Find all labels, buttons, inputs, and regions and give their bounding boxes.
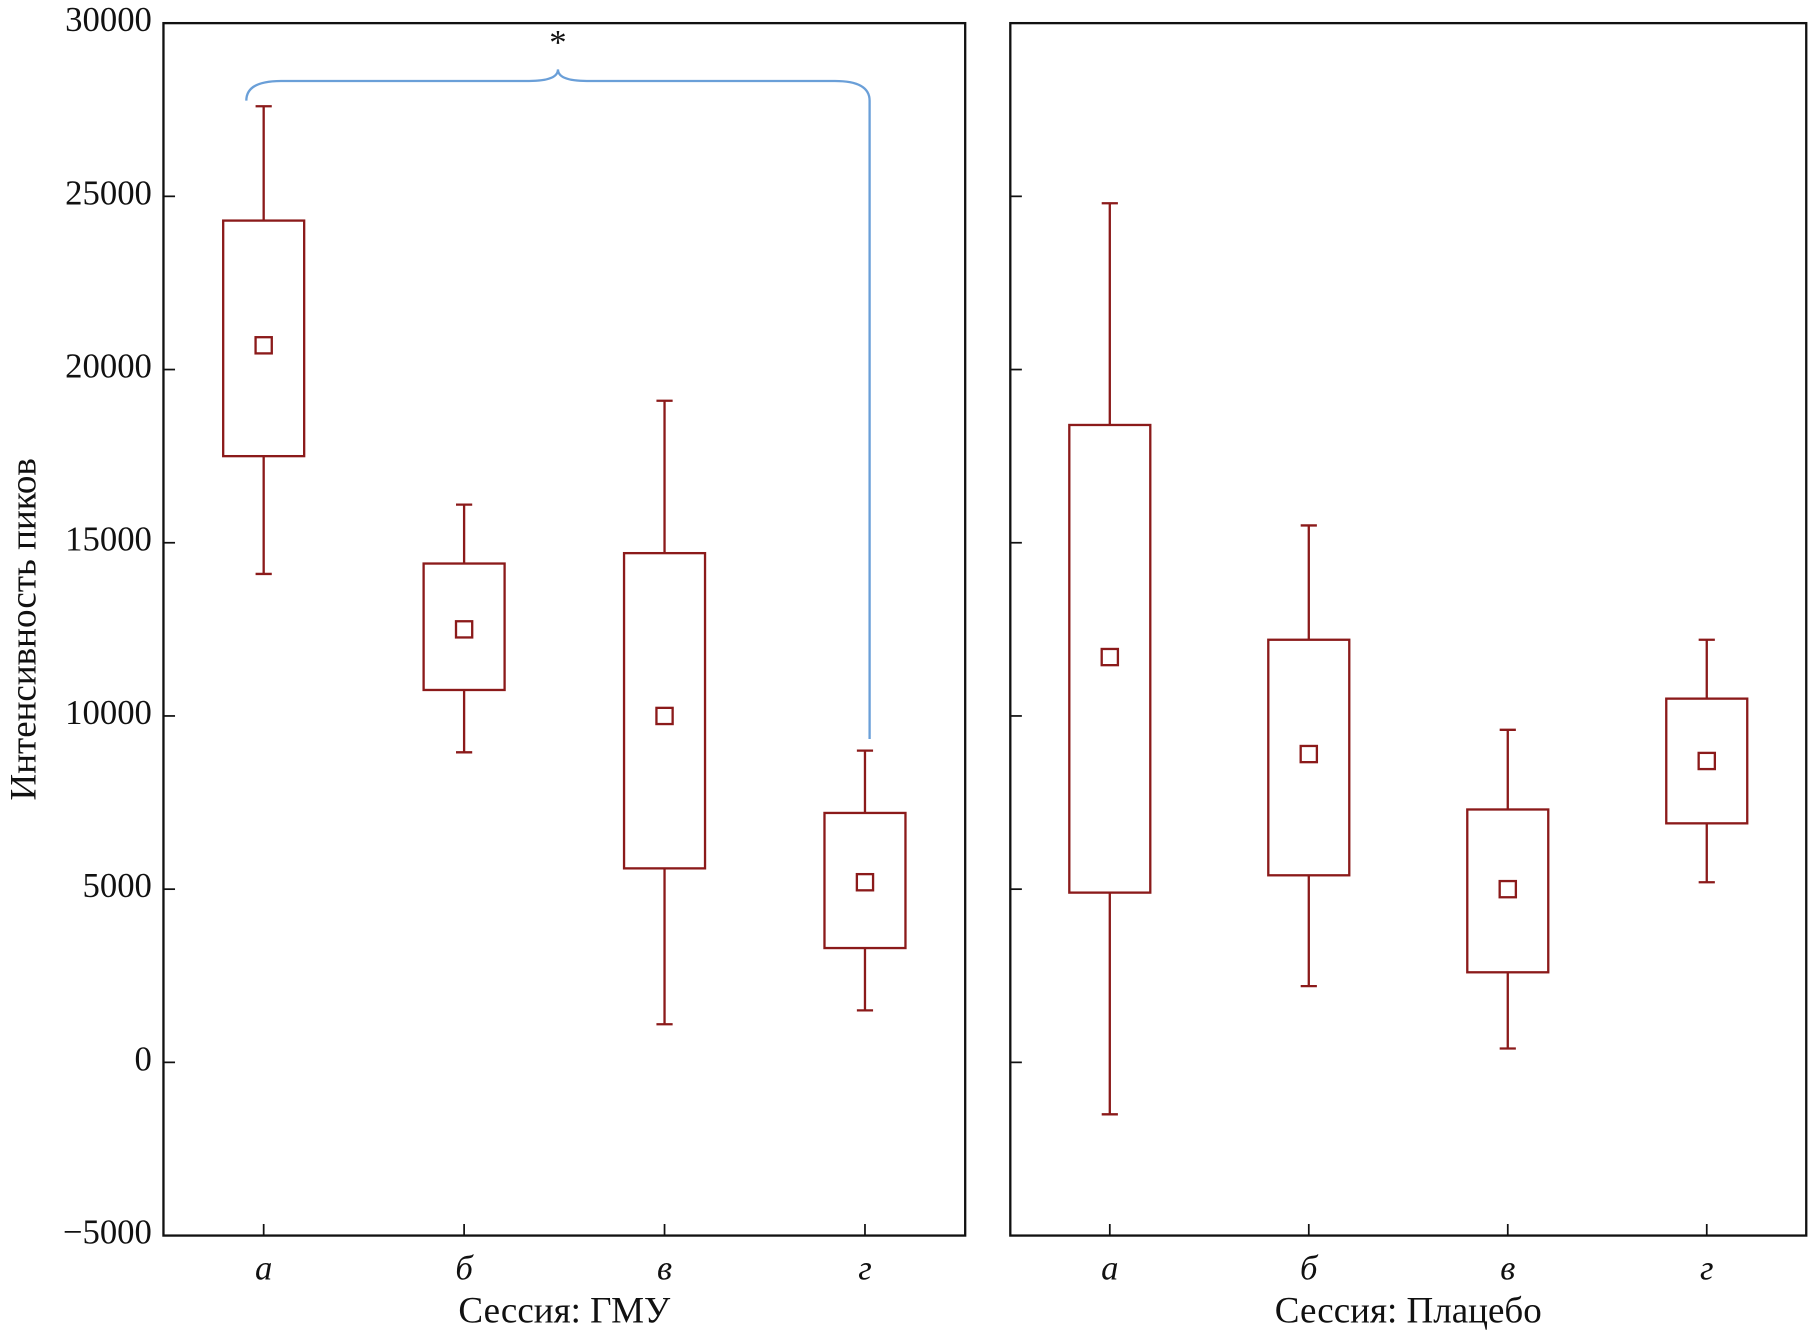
lower-whisker	[1300, 875, 1317, 988]
lower-whisker	[255, 456, 272, 576]
mean-marker	[454, 620, 474, 639]
x-tick-label: б	[1300, 1248, 1319, 1287]
x-tick-label: в	[657, 1248, 672, 1287]
lower-whisker	[1499, 972, 1516, 1050]
upper-whisker	[1101, 202, 1118, 425]
significance-bracket	[245, 69, 871, 740]
significance-label: *	[549, 23, 566, 62]
y-tick-label: 30000	[65, 0, 152, 39]
y-tick-label: 25000	[65, 173, 152, 212]
x-axis-label: Сессия: ГМУ	[458, 1291, 671, 1332]
x-tick-label: в	[1500, 1248, 1515, 1287]
lower-whisker	[1698, 823, 1715, 884]
x-axis-label: Сессия: Плацебо	[1275, 1291, 1542, 1332]
box	[1466, 808, 1550, 974]
x-tick-label: а	[255, 1248, 272, 1287]
mean-marker	[655, 706, 674, 726]
y-tick-label: 20000	[65, 347, 152, 386]
upper-whisker	[656, 399, 673, 554]
mean-marker	[1697, 751, 1717, 771]
upper-whisker	[856, 749, 874, 813]
y-tick-label: 5000	[83, 866, 152, 905]
y-tick-label: 0	[135, 1039, 152, 1078]
box	[1665, 697, 1749, 825]
x-tick-label: а	[1101, 1248, 1118, 1287]
box	[422, 562, 506, 692]
mean-marker	[855, 872, 875, 892]
lower-whisker	[1101, 892, 1118, 1116]
y-axis-label: Интенсивность пиков	[3, 458, 44, 800]
upper-whisker	[456, 503, 473, 564]
upper-whisker	[1698, 638, 1715, 699]
y-tick-label: 15000	[65, 520, 152, 559]
upper-whisker	[1300, 524, 1317, 640]
box	[622, 551, 707, 870]
lower-whisker	[456, 689, 473, 754]
y-tick-label: −5000	[63, 1213, 152, 1252]
lower-whisker	[856, 948, 874, 1012]
upper-whisker	[255, 105, 272, 221]
mean-marker	[1100, 647, 1120, 667]
box	[222, 219, 306, 458]
mean-marker	[1498, 879, 1518, 899]
mean-marker	[254, 336, 273, 355]
box	[1267, 638, 1351, 877]
y-tick-label: 10000	[65, 693, 152, 732]
x-tick-label: б	[455, 1248, 474, 1287]
lower-whisker	[656, 868, 673, 1026]
plot-frame	[1009, 21, 1808, 1237]
upper-whisker	[1499, 728, 1516, 810]
plot-frame	[162, 21, 967, 1237]
box	[823, 811, 907, 950]
mean-marker	[1299, 744, 1319, 764]
x-tick-label: г	[858, 1248, 872, 1287]
box	[1068, 423, 1152, 894]
x-tick-label: г	[1700, 1248, 1714, 1287]
